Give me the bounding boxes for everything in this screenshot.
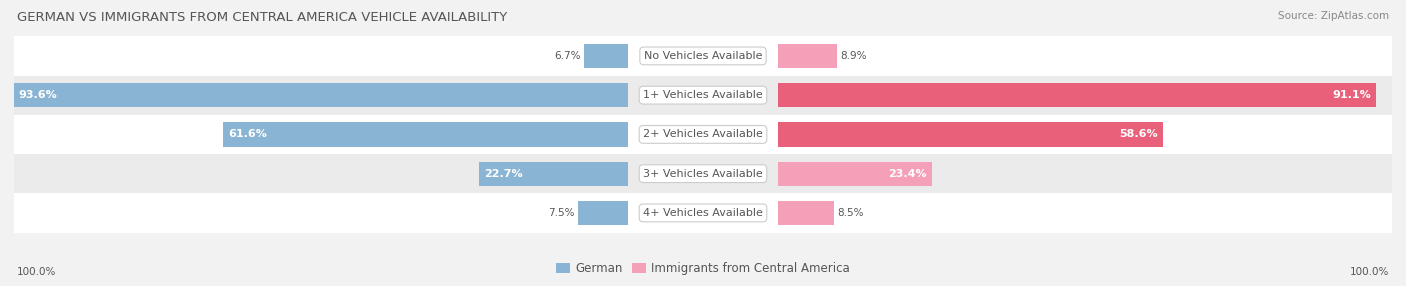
- Bar: [14, 83, 627, 107]
- Bar: [779, 44, 837, 68]
- Text: 91.1%: 91.1%: [1333, 90, 1371, 100]
- Bar: [779, 162, 932, 186]
- Text: 1+ Vehicles Available: 1+ Vehicles Available: [643, 90, 763, 100]
- Bar: [0, 154, 1406, 193]
- Bar: [0, 193, 1406, 233]
- Text: 7.5%: 7.5%: [548, 208, 575, 218]
- Legend: German, Immigrants from Central America: German, Immigrants from Central America: [551, 258, 855, 280]
- Bar: [578, 201, 627, 225]
- Text: 3+ Vehicles Available: 3+ Vehicles Available: [643, 169, 763, 179]
- Bar: [224, 122, 627, 147]
- Text: No Vehicles Available: No Vehicles Available: [644, 51, 762, 61]
- Text: 100.0%: 100.0%: [17, 267, 56, 277]
- Bar: [779, 201, 834, 225]
- Bar: [0, 76, 1406, 115]
- Text: 58.6%: 58.6%: [1119, 130, 1157, 139]
- Bar: [0, 115, 1406, 154]
- Bar: [779, 83, 1376, 107]
- Text: GERMAN VS IMMIGRANTS FROM CENTRAL AMERICA VEHICLE AVAILABILITY: GERMAN VS IMMIGRANTS FROM CENTRAL AMERIC…: [17, 11, 508, 24]
- Text: 23.4%: 23.4%: [889, 169, 927, 179]
- Text: 4+ Vehicles Available: 4+ Vehicles Available: [643, 208, 763, 218]
- Bar: [583, 44, 627, 68]
- Bar: [779, 122, 1163, 147]
- Text: 6.7%: 6.7%: [554, 51, 581, 61]
- Text: 22.7%: 22.7%: [484, 169, 523, 179]
- Text: 2+ Vehicles Available: 2+ Vehicles Available: [643, 130, 763, 139]
- Bar: [478, 162, 627, 186]
- Text: 8.5%: 8.5%: [838, 208, 865, 218]
- Text: 8.9%: 8.9%: [841, 51, 866, 61]
- Text: 61.6%: 61.6%: [229, 130, 267, 139]
- Text: 100.0%: 100.0%: [1350, 267, 1389, 277]
- Text: Source: ZipAtlas.com: Source: ZipAtlas.com: [1278, 11, 1389, 21]
- Text: 93.6%: 93.6%: [18, 90, 58, 100]
- Bar: [0, 36, 1406, 76]
